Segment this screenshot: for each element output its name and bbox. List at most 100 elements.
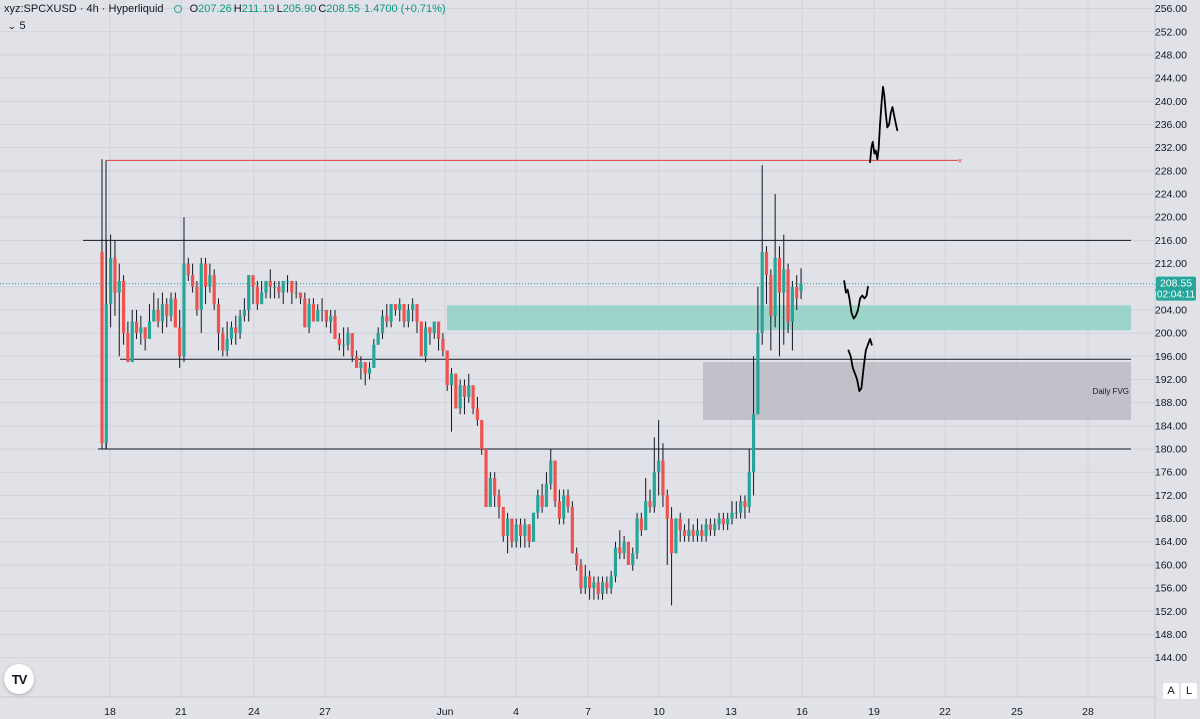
- candle-body: [635, 518, 639, 554]
- candle-body: [583, 576, 587, 589]
- time-tick-label: Jun: [437, 706, 454, 718]
- candle-body: [393, 304, 398, 310]
- candle-body: [432, 321, 436, 334]
- candle-body: [445, 350, 449, 386]
- candle-body: [337, 338, 341, 345]
- candle: [178, 309, 182, 368]
- candle-body: [134, 321, 139, 334]
- candle: [471, 385, 475, 415]
- candle: [462, 379, 467, 415]
- price-tick-label: 240.00: [1155, 96, 1187, 108]
- chevron-down-icon[interactable]: ⌄: [6, 21, 17, 31]
- candle-body: [406, 309, 410, 322]
- candle-body: [717, 518, 721, 525]
- candle: [777, 246, 782, 357]
- high-value: 211.19: [241, 3, 275, 15]
- auto-scale-button[interactable]: A: [1163, 683, 1179, 699]
- price-tick-label: 232.00: [1155, 142, 1187, 154]
- candle-body: [242, 309, 246, 316]
- candle-body: [592, 582, 596, 589]
- candle: [449, 367, 454, 432]
- candle-body: [674, 518, 678, 554]
- candle: [169, 292, 173, 322]
- candle-body: [726, 518, 730, 525]
- tradingview-logo[interactable]: TV: [4, 664, 34, 694]
- candle: [540, 483, 544, 513]
- candle-body: [454, 373, 458, 409]
- candle-body: [475, 408, 480, 421]
- candle: [195, 280, 199, 316]
- candle-body: [506, 518, 510, 536]
- candle-body: [195, 286, 199, 310]
- candle: [367, 362, 372, 380]
- chart-grid: [0, 0, 1155, 697]
- candle: [350, 333, 354, 363]
- candle-body: [415, 304, 419, 322]
- price-tick-label: 212.00: [1155, 258, 1187, 270]
- time-tick-label: 16: [796, 706, 808, 718]
- candle-body: [618, 547, 622, 554]
- candle: [751, 356, 756, 496]
- projection-low-drawing: [847, 337, 873, 393]
- candle-body: [173, 298, 177, 328]
- candle-body: [760, 251, 764, 334]
- candle: [121, 275, 126, 345]
- candle: [242, 298, 246, 322]
- candle: [544, 472, 549, 507]
- time-tick-label: 25: [1011, 706, 1023, 718]
- candle-body: [268, 280, 272, 287]
- candle-body: [622, 541, 626, 554]
- candle-body: [553, 460, 557, 502]
- candle: [531, 512, 536, 542]
- candle-body: [644, 501, 648, 531]
- candle-body: [540, 495, 544, 507]
- candle: [251, 275, 255, 305]
- candle: [147, 304, 152, 339]
- candle: [385, 304, 389, 328]
- candle-body: [488, 477, 492, 507]
- price-tick-label: 192.00: [1155, 374, 1187, 386]
- candle-body: [436, 321, 441, 339]
- indicator-toggle[interactable]: ⌄ 5: [6, 20, 26, 32]
- candle-body: [320, 309, 324, 311]
- candle: [139, 315, 143, 345]
- candle-body: [497, 495, 501, 507]
- projection-mid-drawing: [843, 280, 869, 320]
- candle-body: [639, 518, 643, 531]
- candle-body: [294, 292, 298, 294]
- candle-body: [376, 333, 380, 345]
- log-scale-button[interactable]: L: [1181, 683, 1197, 699]
- candle: [212, 269, 216, 310]
- price-tick-label: 172.00: [1155, 490, 1187, 502]
- price-tick-label: 176.00: [1155, 467, 1187, 479]
- price-tick-label: 252.00: [1155, 26, 1187, 38]
- drawing-layer: [843, 85, 899, 393]
- candle: [285, 275, 290, 293]
- change-value: 1.4700 (+0.71%): [363, 3, 446, 15]
- candle: [268, 269, 272, 299]
- candle-body: [324, 309, 328, 322]
- candle: [359, 356, 363, 380]
- candle: [527, 524, 531, 548]
- candle: [389, 304, 393, 328]
- candle: [691, 524, 695, 542]
- candle-body: [100, 251, 104, 444]
- candle: [631, 547, 635, 571]
- candle-body: [147, 321, 152, 339]
- price-tick-label: 248.00: [1155, 49, 1187, 61]
- candle: [203, 257, 208, 305]
- candle-body: [458, 385, 462, 409]
- candle: [613, 541, 618, 583]
- price-tick-label: 188.00: [1155, 397, 1187, 409]
- candle: [134, 309, 139, 339]
- candle-body: [169, 298, 173, 316]
- candle-body: [251, 275, 255, 287]
- candle: [480, 420, 484, 455]
- symbol-title[interactable]: xyz:SPCXUSD · 4h · Hyperliquid: [4, 3, 164, 15]
- candle-body: [467, 385, 471, 397]
- candle-body: [311, 304, 316, 322]
- candle: [549, 449, 553, 490]
- candle-body: [527, 524, 531, 542]
- candle-body: [730, 512, 734, 519]
